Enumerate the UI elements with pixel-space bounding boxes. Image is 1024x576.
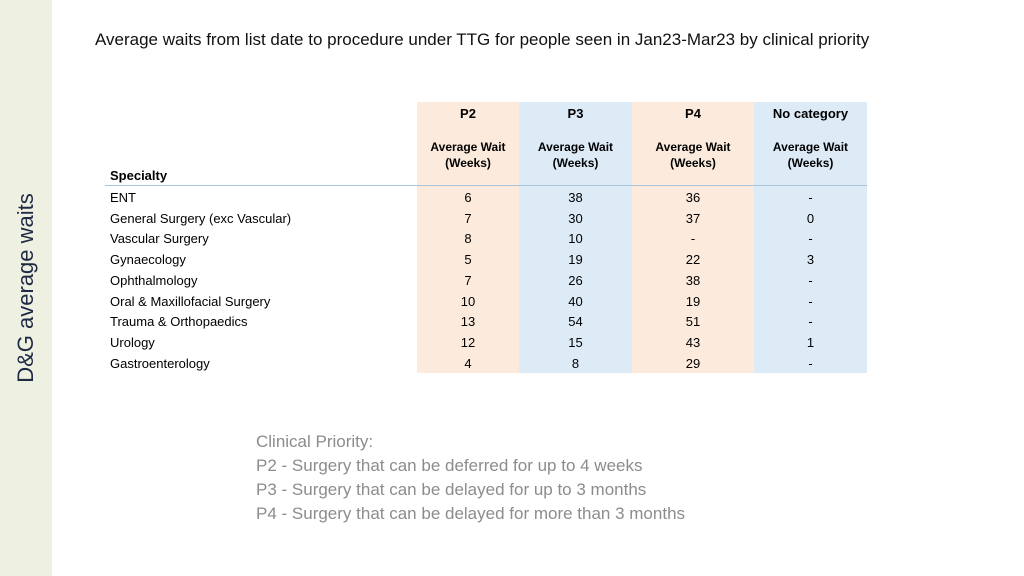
- no-category-cell: -: [808, 355, 813, 371]
- no-category-cell: -: [808, 231, 813, 247]
- p4-cell: 19: [685, 293, 701, 309]
- no-category-cell: -: [808, 272, 813, 288]
- p3-cell: 10: [568, 231, 583, 247]
- specialty-cell: Gynaecology: [110, 252, 186, 268]
- p3-cell: 40: [568, 293, 583, 309]
- p2-cell: 12: [460, 334, 476, 350]
- no-category-cell: -: [808, 190, 813, 205]
- no-category-cell: -: [808, 314, 813, 330]
- p2-cell: 4: [464, 355, 472, 371]
- table-row: Urology 12 15 43 1: [0, 333, 1024, 353]
- specialty-cell: Vascular Surgery: [110, 231, 209, 247]
- p2-cell: 5: [464, 252, 472, 268]
- specialty-cell: Urology: [110, 334, 155, 350]
- table-row: Gynaecology 5 19 22 3: [0, 250, 1024, 270]
- p3-cell: 19: [568, 252, 583, 268]
- column-header-no-category: No category: [772, 106, 849, 121]
- p4-cell: 51: [685, 314, 701, 330]
- subheader-line-2: (Weeks): [670, 156, 716, 170]
- p2-cell: 13: [460, 314, 476, 330]
- column-subheader-p3: Average Wait (Weeks): [519, 139, 632, 171]
- column-header-p2: P2: [460, 106, 476, 121]
- p4-cell: 38: [685, 272, 701, 288]
- p2-cell: 6: [464, 190, 472, 205]
- subheader-line-2: (Weeks): [552, 156, 599, 170]
- no-category-cell: 3: [806, 252, 815, 268]
- legend-line-p2: P2 - Surgery that can be deferred for up…: [256, 456, 643, 475]
- legend-heading: Clinical Priority:: [256, 432, 374, 451]
- page-title: Average waits from list date to procedur…: [95, 30, 870, 49]
- column-subheader-p4: Average Wait (Weeks): [632, 139, 754, 171]
- column-header-p4: P4: [685, 106, 701, 121]
- table-row: Ophthalmology 7 26 38 -: [0, 271, 1024, 291]
- p3-cell: 8: [571, 355, 580, 371]
- specialty-cell: Oral & Maxillofacial Surgery: [110, 293, 271, 309]
- legend-line-p4: P4 - Surgery that can be delayed for mor…: [256, 504, 686, 523]
- p4-cell: 22: [685, 252, 701, 268]
- table-row: Vascular Surgery 8 10 - -: [0, 229, 1024, 249]
- subheader-line-1: Average Wait: [537, 140, 614, 154]
- column-bg-p3: [519, 102, 632, 373]
- p3-cell: 30: [568, 210, 583, 226]
- column-header-p3: P3: [567, 106, 584, 121]
- column-bg-p4: [632, 102, 754, 373]
- p3-cell: 26: [568, 272, 583, 288]
- no-category-cell: -: [808, 293, 813, 309]
- specialty-cell: Gastroenterology: [110, 355, 210, 371]
- column-subheader-p2: Average Wait (Weeks): [417, 139, 519, 171]
- column-bg-no-category: [754, 102, 867, 373]
- p2-cell: 10: [460, 293, 476, 309]
- subheader-line-1: Average Wait: [655, 140, 731, 154]
- table-row: Oral & Maxillofacial Surgery 10 40 19 -: [0, 292, 1024, 312]
- p4-cell: -: [690, 231, 696, 247]
- p2-cell: 7: [464, 272, 472, 288]
- p3-cell: 54: [568, 314, 583, 330]
- p4-cell: 43: [685, 334, 701, 350]
- p3-cell: 15: [568, 334, 583, 350]
- side-band: D&G average waits: [0, 0, 52, 576]
- specialty-cell: Ophthalmology: [110, 272, 198, 288]
- table-row: General Surgery (exc Vascular) 7 30 37 0: [0, 209, 1024, 229]
- column-subheader-no-category: Average Wait (Weeks): [754, 139, 867, 171]
- p2-cell: 7: [464, 210, 472, 226]
- p4-cell: 37: [685, 210, 701, 226]
- subheader-line-2: (Weeks): [445, 156, 491, 170]
- legend-line-p3: P3 - Surgery that can be delayed for up …: [256, 480, 647, 499]
- column-bg-p2: [417, 102, 519, 373]
- p2-cell: 8: [464, 231, 472, 247]
- table-row: Trauma & Orthopaedics 13 54 51 -: [0, 312, 1024, 332]
- clinical-priority-legend: Clinical Priority: P2 - Surgery that can…: [256, 430, 685, 526]
- p4-cell: 29: [685, 355, 701, 371]
- specialty-cell: ENT: [110, 190, 136, 205]
- header-divider: [105, 185, 867, 186]
- subheader-line-2: (Weeks): [787, 156, 834, 170]
- no-category-cell: 0: [806, 210, 815, 226]
- table-row: Gastroenterology 4 8 29 -: [0, 354, 1024, 374]
- table-row: ENT 6 38 36 -: [0, 188, 1024, 208]
- specialty-cell: General Surgery (exc Vascular): [110, 210, 292, 226]
- subheader-line-1: Average Wait: [430, 140, 506, 154]
- specialty-cell: Trauma & Orthopaedics: [110, 314, 248, 330]
- specialty-header: Specialty: [110, 168, 168, 183]
- p4-cell: 36: [685, 190, 701, 205]
- p3-cell: 38: [568, 190, 583, 205]
- no-category-cell: 1: [806, 334, 815, 350]
- subheader-line-1: Average Wait: [772, 140, 849, 154]
